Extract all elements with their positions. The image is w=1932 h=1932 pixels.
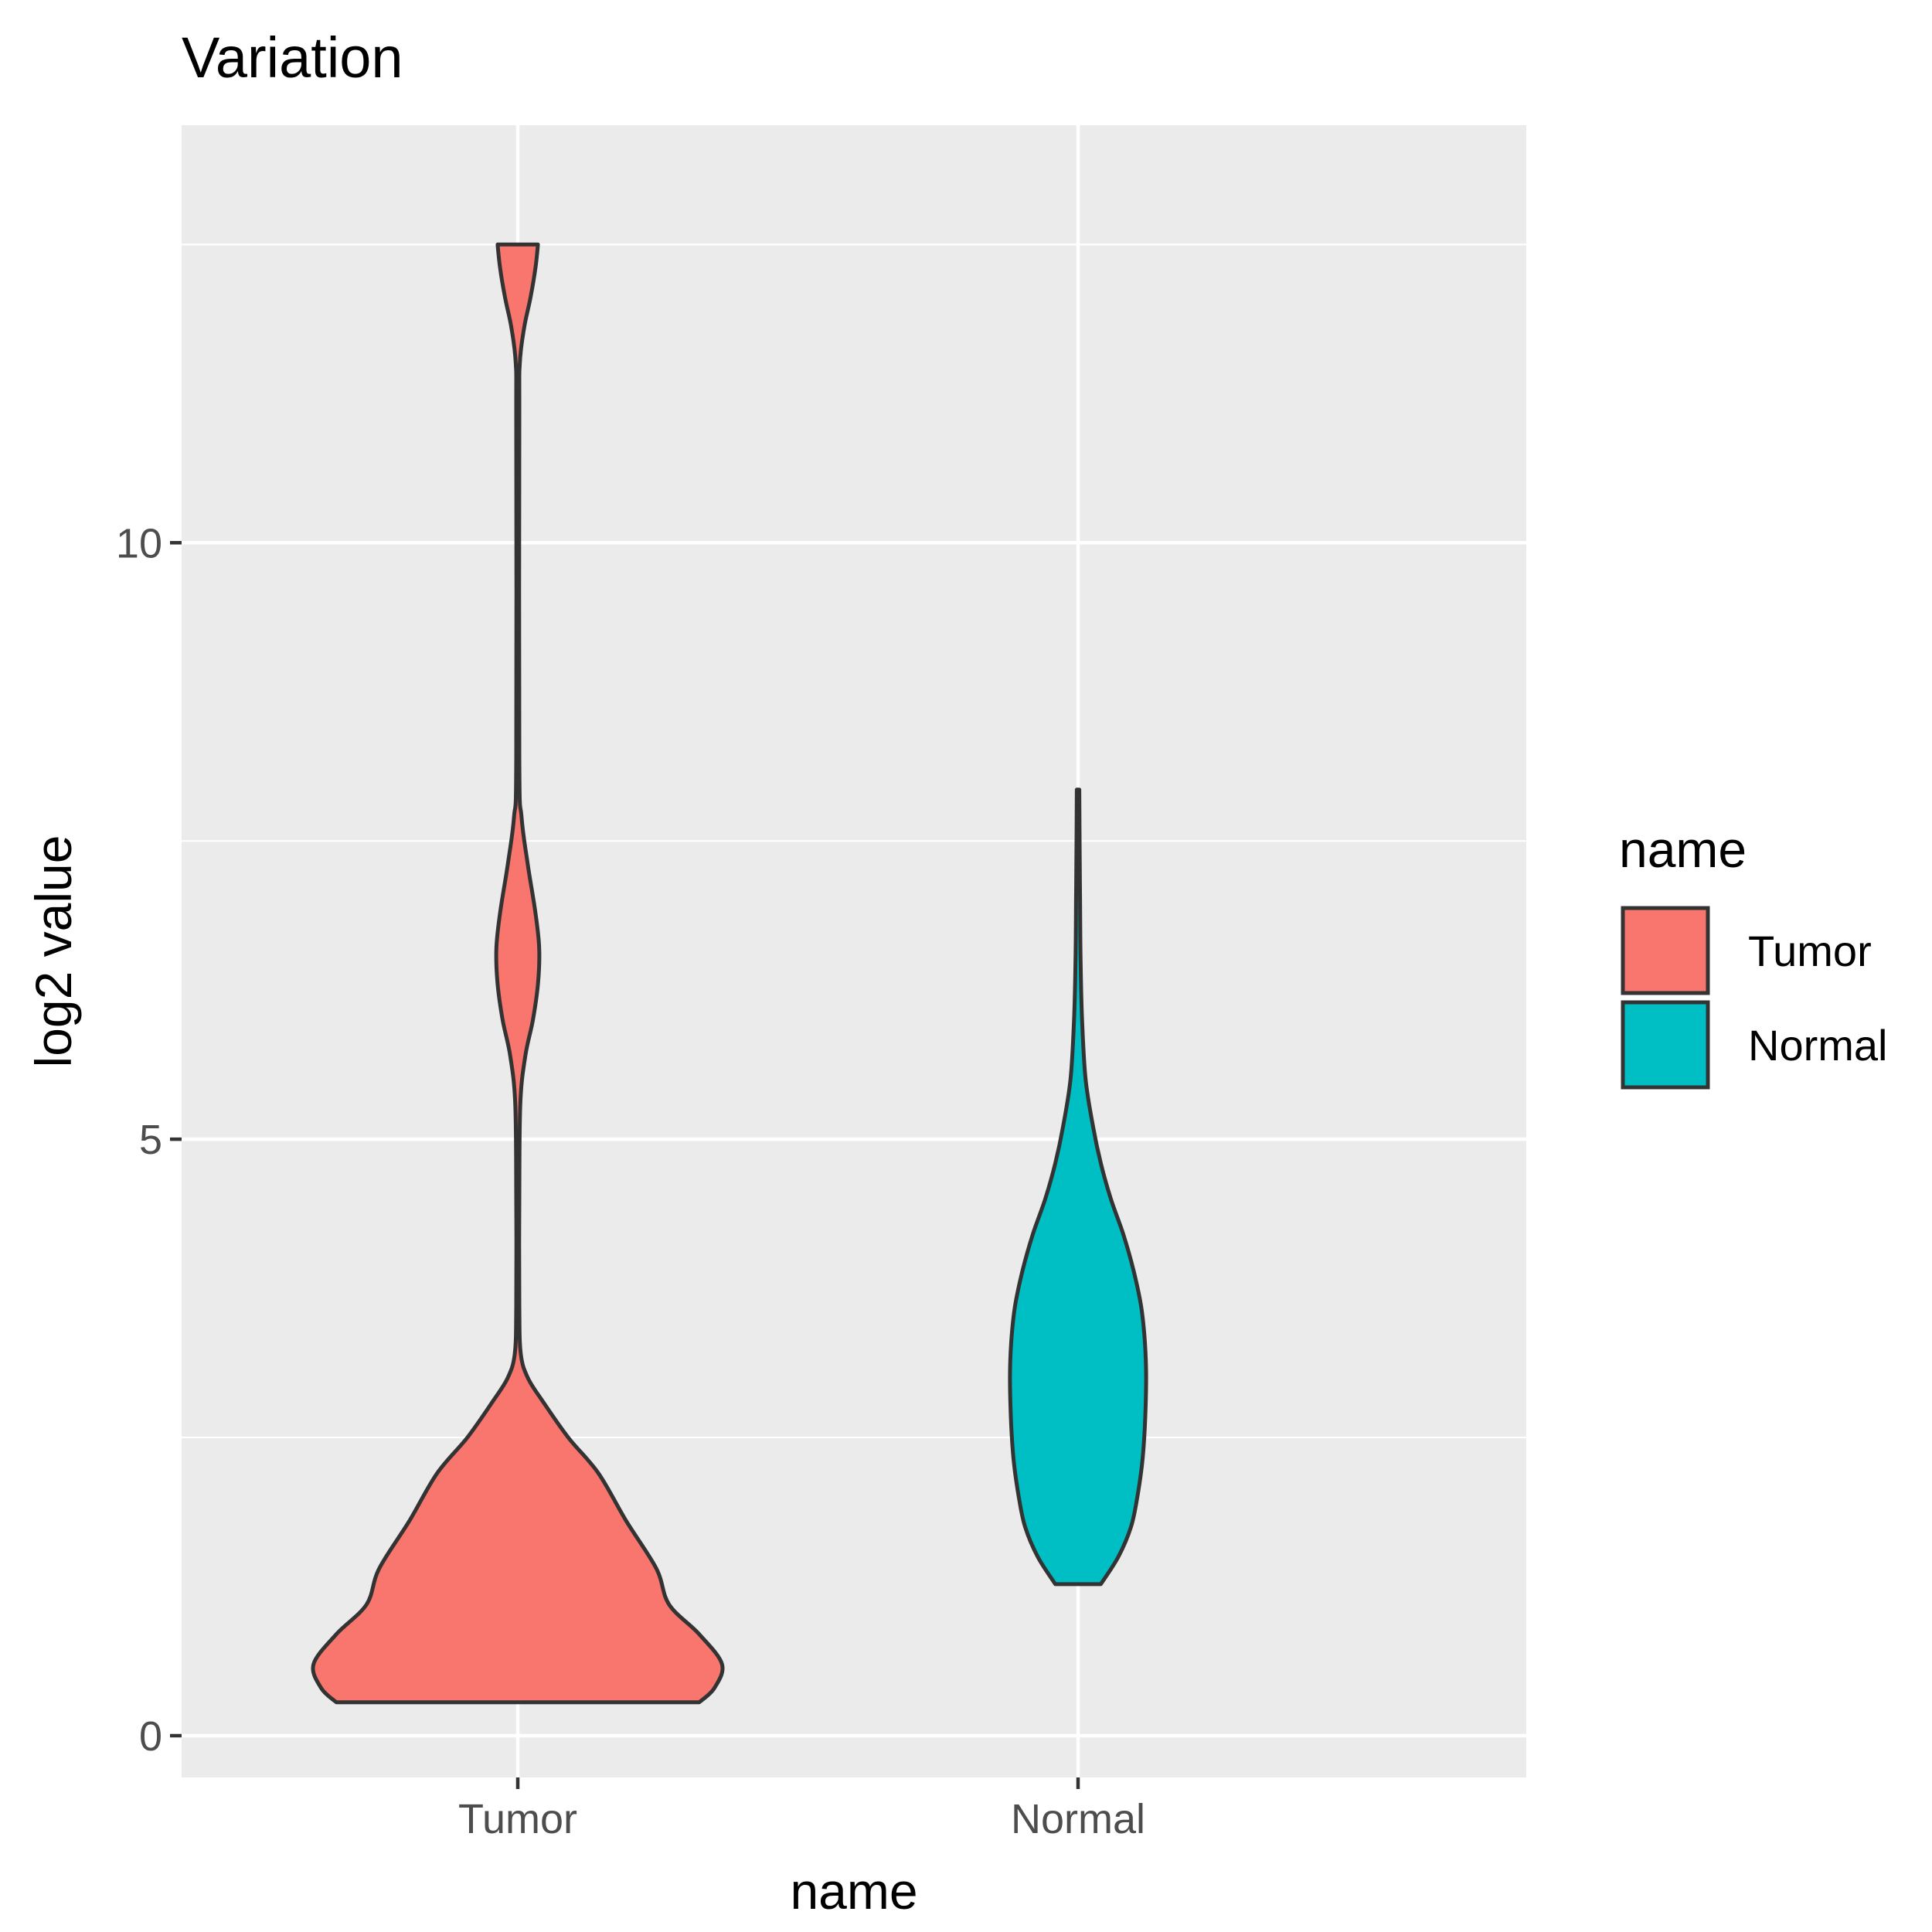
x-tick-label-tumor: Tumor (458, 1796, 577, 1842)
y-tick-label-2: 10 (116, 520, 162, 566)
violins (311, 242, 1148, 1705)
legend-label-normal: Normal (1748, 1021, 1887, 1070)
violin-normal (1008, 787, 1148, 1587)
legend-key-tumor (1621, 906, 1710, 995)
legend-title: name (1619, 821, 1747, 878)
x-axis-title: name (790, 1862, 917, 1920)
y-tick-label-0: 0 (139, 1713, 162, 1760)
y-axis: 0 5 10 (116, 520, 182, 1760)
chart-title: Variation (182, 26, 403, 90)
violin-tumor (311, 242, 725, 1705)
y-tick-label-1: 5 (139, 1117, 162, 1163)
x-axis: Tumor Normal (458, 1777, 1145, 1842)
legend-label-tumor: Tumor (1748, 927, 1872, 975)
legend: name Tumor Normal (1619, 821, 1887, 1090)
y-axis-title: log2 value (25, 835, 82, 1068)
plot-panel (182, 125, 1526, 1777)
x-tick-label-normal: Normal (1011, 1796, 1145, 1842)
legend-key-normal (1621, 1000, 1710, 1090)
